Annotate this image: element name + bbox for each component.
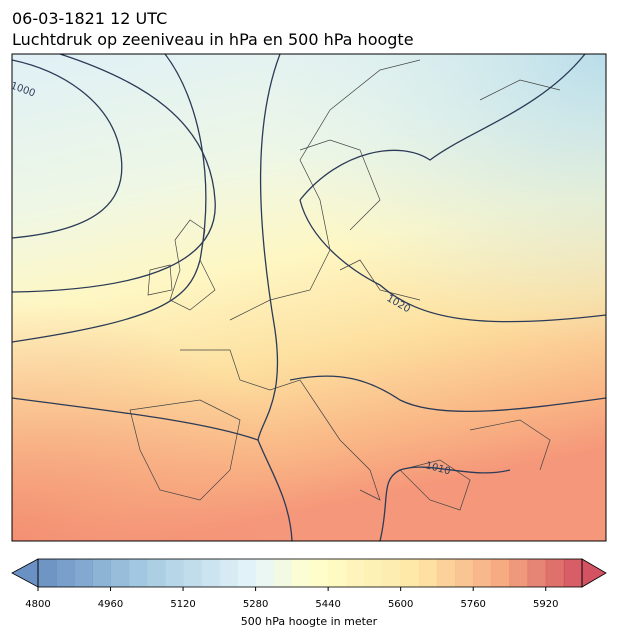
- colorbar-segment: [436, 559, 456, 587]
- colorbar-segment: [183, 559, 202, 587]
- colorbar-segment: [346, 559, 365, 587]
- colorbar-segment: [38, 559, 57, 587]
- colorbar-segment: [237, 559, 257, 587]
- colorbar-segment: [473, 559, 492, 587]
- colorbar-segment: [310, 559, 329, 587]
- colorbar-tick-label: 5440: [315, 599, 340, 610]
- colorbar-segment: [382, 559, 402, 587]
- colorbar-segment: [164, 559, 184, 587]
- colorbar-extend-low: [11, 558, 39, 588]
- colorbar-tick-label: 5120: [170, 599, 195, 610]
- colorbar-tick-label: 4960: [98, 599, 123, 610]
- map: [12, 54, 606, 541]
- colorbar-segment: [527, 559, 547, 587]
- colorbar-segment: [545, 559, 565, 587]
- colorbar-segment: [74, 559, 93, 587]
- colorbar-frame: [37, 558, 583, 588]
- colorbar-tick-label: 4800: [25, 599, 50, 610]
- colorbar-segment: [219, 559, 238, 587]
- colorbar-extend-high: [581, 558, 607, 588]
- colorbar-segment: [400, 559, 420, 587]
- colorbar-segment: [364, 559, 384, 587]
- colorbar-tick-label: 5920: [533, 599, 558, 610]
- title: 06-03-1821 12 UTC: [12, 9, 167, 28]
- colorbar-segment: [255, 559, 275, 587]
- colorbar-segment: [110, 559, 130, 587]
- colorbar-tick-label: 5760: [460, 599, 485, 610]
- colorbar-segment: [128, 559, 148, 587]
- colorbar-segment: [201, 559, 220, 587]
- colorbar-segment: [491, 559, 510, 587]
- colorbar-label: 500 hPa hoogte in meter: [241, 615, 378, 628]
- colorbar-segment: [455, 559, 474, 587]
- colorbar-segment: [418, 559, 438, 587]
- colorbar-segment: [56, 559, 75, 587]
- colorbar-tick-label: 5600: [388, 599, 413, 610]
- colorbar-segment: [328, 559, 347, 587]
- colorbar: 4800 4960 5120 5280 5440 5600 5760 5920: [11, 558, 607, 610]
- colorbar-segment: [291, 559, 311, 587]
- subtitle: Luchtdruk op zeeniveau in hPa en 500 hPa…: [12, 30, 414, 49]
- colorbar-segment: [273, 559, 293, 587]
- colorbar-segment: [563, 559, 583, 587]
- colorbar-segment: [509, 559, 529, 587]
- map-frame: [11, 53, 607, 542]
- colorbar-segment: [92, 559, 112, 587]
- colorbar-segment: [146, 559, 166, 587]
- colorbar-tick-label: 5280: [243, 599, 268, 610]
